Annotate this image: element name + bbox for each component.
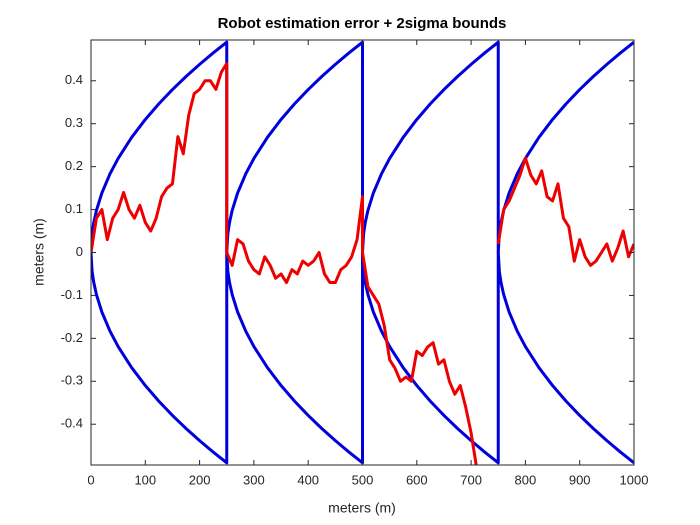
data-line	[91, 40, 634, 254]
chart-title: Robot estimation error + 2sigma bounds	[218, 15, 507, 32]
x-tick-label: 100	[134, 472, 156, 487]
data-line	[91, 251, 634, 465]
x-tick-label: 900	[569, 472, 591, 487]
y-tick-label: 0.3	[65, 115, 83, 130]
y-tick-label: -0.4	[61, 416, 83, 431]
y-tick-label: -0.1	[61, 287, 83, 302]
axes-box	[90, 39, 635, 466]
y-tick-label: -0.3	[61, 373, 83, 388]
y-axis-label: meters (m)	[31, 218, 47, 286]
y-tick-label: 0.4	[65, 72, 83, 87]
y-tick-label: 0.2	[65, 158, 83, 173]
x-tick-label: 200	[189, 472, 211, 487]
data-line	[91, 62, 634, 465]
x-tick-label: 400	[297, 472, 319, 487]
x-tick-label: 0	[87, 472, 94, 487]
x-tick-label: 500	[352, 472, 374, 487]
x-tick-label: 600	[406, 472, 428, 487]
plot-area	[91, 40, 634, 465]
x-tick-label: 300	[243, 472, 265, 487]
x-axis-label: meters (m)	[328, 500, 396, 516]
x-tick-label: 800	[515, 472, 537, 487]
y-tick-label: -0.2	[61, 330, 83, 345]
y-tick-label: 0	[76, 244, 83, 259]
x-tick-label: 1000	[620, 472, 649, 487]
x-tick-label: 700	[460, 472, 482, 487]
y-tick-label: 0.1	[65, 201, 83, 216]
